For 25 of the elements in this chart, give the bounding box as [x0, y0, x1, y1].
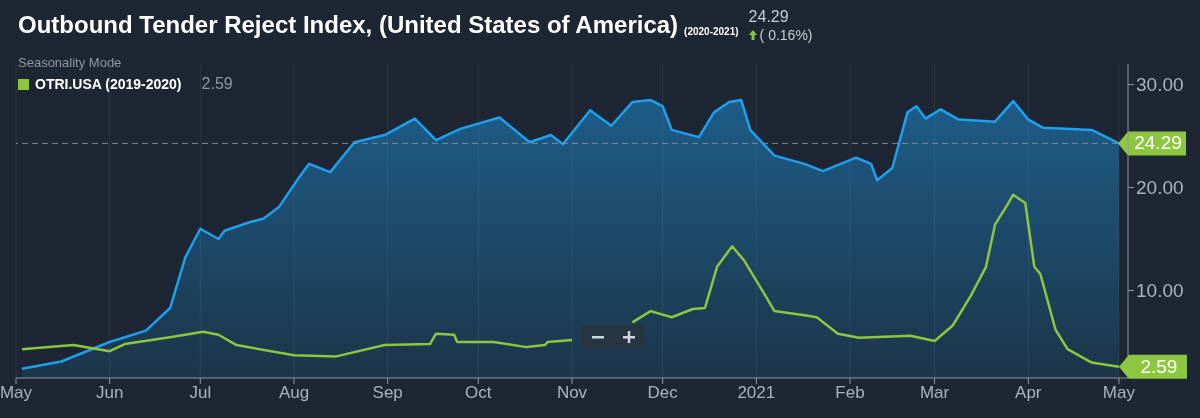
- text: 24.29: [748, 8, 790, 26]
- x-tick-label: Sep: [372, 383, 403, 403]
- x-tick-label: Oct: [465, 383, 492, 403]
- x-tick-label: Dec: [647, 383, 679, 403]
- text: (2020-2021): [684, 26, 739, 37]
- y-tick-label: 30.00: [1136, 74, 1184, 96]
- annotation: 2.59: [1140, 355, 1178, 377]
- y-tick-label: 20.00: [1136, 177, 1184, 199]
- chart-subtitle: Seasonality Mode: [18, 55, 122, 70]
- chart-title: Outbound Tender Reject Index, (United States of America): [18, 10, 679, 40]
- annotation: 2.59: [201, 75, 233, 93]
- legend-label: OTRI.USA (2019-2020): [35, 76, 182, 92]
- x-tick-label: Aug: [278, 383, 310, 403]
- x-tick-label: Jul: [189, 383, 212, 403]
- x-tick-label: Feb: [835, 383, 865, 403]
- x-tick-label: Apr: [1015, 383, 1042, 403]
- text: ( 0.16%): [759, 26, 813, 44]
- x-tick-label: May: [0, 383, 33, 403]
- ref-line-label: 24.29: [1134, 132, 1182, 154]
- x-tick-label: Nov: [556, 383, 588, 403]
- y-tick-label: 10.00: [1136, 280, 1184, 302]
- x-tick-label: 2021: [737, 383, 776, 403]
- x-tick-label: May: [1102, 383, 1136, 403]
- x-tick-label: Jun: [95, 383, 124, 403]
- x-tick-label: Mar: [919, 383, 950, 403]
